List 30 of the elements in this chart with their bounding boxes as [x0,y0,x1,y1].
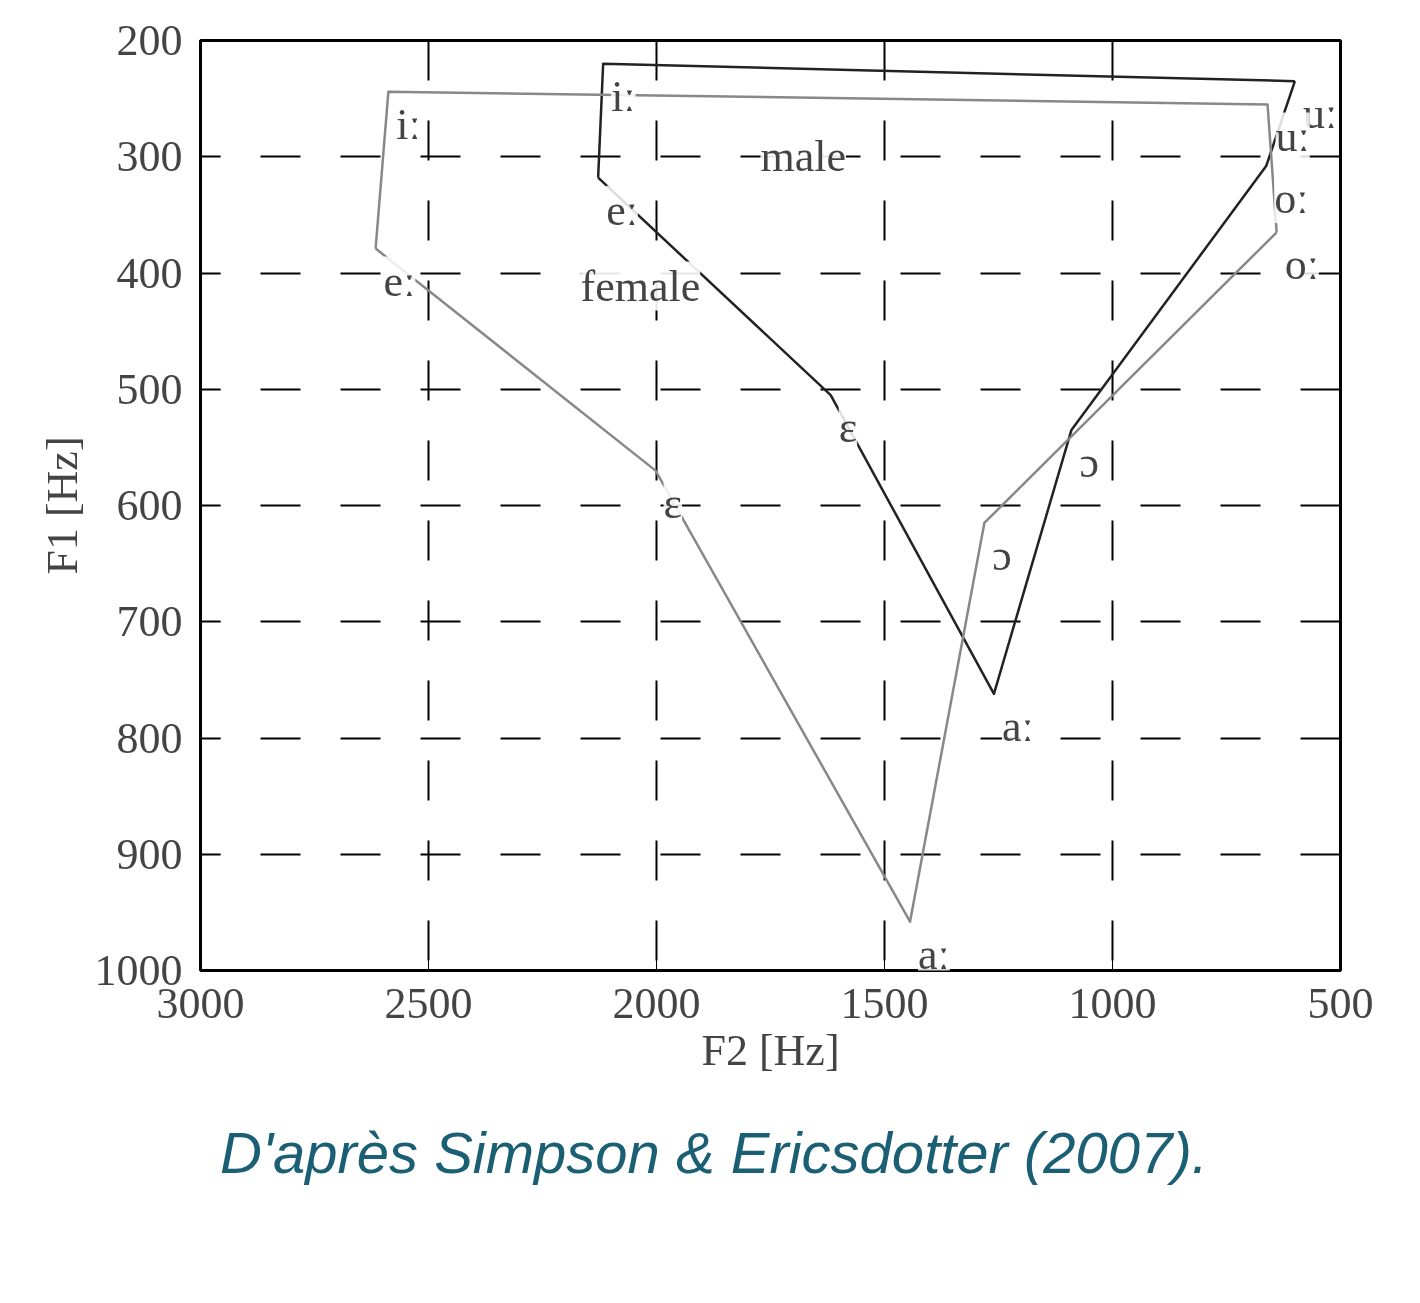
annotation: eː [606,185,638,235]
y-tick-label: 300 [116,132,183,182]
text: D'après Simpson & Ericsdotter (2007). [220,1120,1208,1187]
x-tick-label: 2000 [612,978,701,1028]
annotation: aː [1001,701,1034,751]
y-tick-label: 400 [116,248,183,298]
x-tick-label: 2500 [384,978,473,1028]
annotation: iː [611,71,636,121]
x-axis-title: F2 [Hz] [701,1025,840,1075]
y-tick-label: 800 [116,713,183,763]
annotation: ɛ [838,403,858,453]
y-tick-label: 500 [116,364,183,414]
x-tick-label: 500 [1307,978,1374,1028]
annotation: ɔ [992,530,1012,580]
annotation: eː [383,256,416,306]
annotation: female [580,261,701,311]
annotation: iː [396,99,421,149]
y-axis-title: F1 [Hz] [37,436,87,575]
y-tick-label: 700 [116,597,183,647]
annotation: aː [918,929,950,979]
y-tick-label: 600 [116,481,183,530]
annotation: oː [1284,240,1319,290]
x-tick-label: 1000 [1068,978,1157,1028]
y-tick-label: 900 [116,829,183,879]
annotation: ɔ [1079,437,1099,487]
annotation: oː [1274,174,1309,224]
y-tick-label: 200 [116,16,183,65]
annotation: male [760,131,847,181]
x-tick-label: 1500 [840,978,929,1028]
annotation: ɛ [663,478,683,528]
